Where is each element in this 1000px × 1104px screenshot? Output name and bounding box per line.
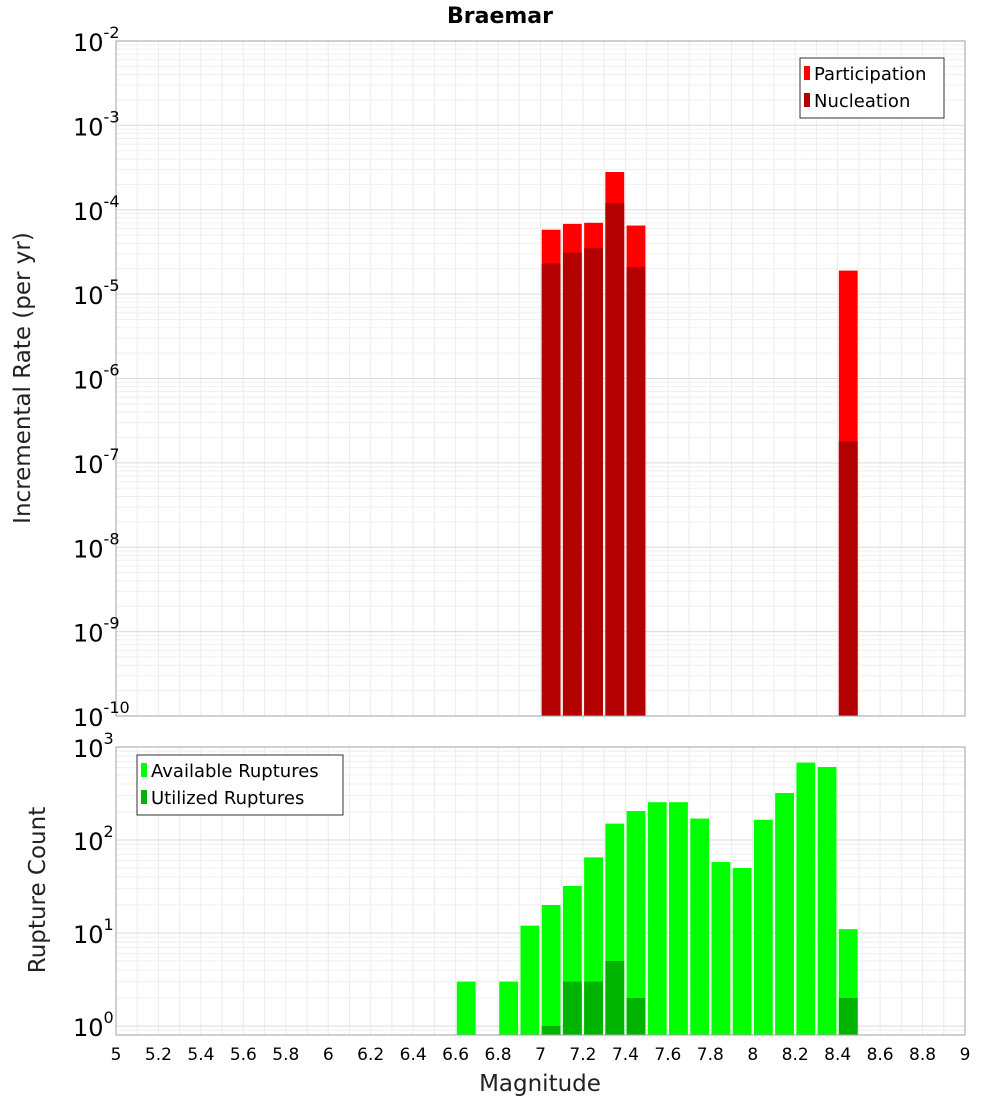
y-tick-text: 10-2 [73, 23, 120, 57]
rate-y-tick-label: 10-3 [73, 107, 120, 141]
legend-box [799, 57, 945, 119]
y-tick-text: 10-3 [73, 107, 120, 141]
chart-title: Braemar [447, 4, 553, 29]
available-ruptures-bar [775, 793, 794, 1035]
x-tick-label: 7.4 [612, 1045, 639, 1065]
x-tick-label: 5.8 [272, 1045, 299, 1065]
x-tick-label: 8.2 [782, 1045, 809, 1065]
x-tick-label: 7.6 [654, 1045, 681, 1065]
top-y-axis-label: Incremental Rate (per yr) [10, 232, 36, 524]
available-ruptures-bar [817, 766, 837, 1035]
x-tick-label: 8.4 [824, 1045, 851, 1065]
available-ruptures-bar [669, 802, 688, 1035]
legend-label: Utilized Ruptures [151, 788, 304, 809]
count-y-tick-label: 102 [73, 822, 114, 856]
utilized-ruptures-bar [584, 981, 603, 1035]
x-tick-label: 6.4 [400, 1045, 427, 1065]
x-tick-label: 7.8 [697, 1045, 724, 1065]
rate-y-tick-label: 10-9 [73, 614, 120, 648]
available-ruptures-bar [520, 925, 540, 1035]
y-tick-text: 10-5 [73, 276, 120, 310]
available-ruptures-bar [499, 981, 519, 1035]
x-tick-label: 6.2 [357, 1045, 384, 1065]
y-tick-text: 10-6 [73, 361, 120, 395]
utilized-ruptures-bar [626, 997, 646, 1035]
rate-y-tick-label: 10-7 [73, 445, 120, 479]
legend-swatch [804, 93, 810, 107]
nucleation-bar [584, 248, 603, 717]
legend-label: Available Ruptures [151, 761, 319, 782]
nucleation-bar [838, 441, 858, 716]
utilized-ruptures-bar [562, 981, 582, 1035]
nucleation-bar [605, 203, 625, 716]
y-tick-text: 10-7 [73, 445, 120, 479]
rate-y-tick-label: 10-10 [73, 698, 130, 732]
x-tick-label: 7 [535, 1045, 546, 1065]
x-tick-label: 5.4 [187, 1045, 214, 1065]
x-tick-label: 5.6 [230, 1045, 257, 1065]
legend-swatch [141, 790, 147, 804]
x-tick-label: 6 [323, 1045, 334, 1065]
rate-y-tick-label: 10-5 [73, 276, 120, 310]
available-ruptures-bar [753, 819, 773, 1035]
x-tick-label: 8 [747, 1045, 758, 1065]
rate-y-tick-label: 10-6 [73, 361, 120, 395]
available-ruptures-bar [541, 904, 561, 1035]
legend-box [136, 754, 344, 816]
x-tick-label: 9 [960, 1045, 971, 1065]
count-plot-frame [115, 746, 966, 1036]
legend-swatch [141, 763, 147, 777]
rate-plot-frame [115, 40, 966, 717]
nucleation-bar [626, 266, 646, 716]
x-tick-label: 8.6 [867, 1045, 894, 1065]
available-ruptures-bar [456, 981, 476, 1035]
y-tick-text: 10-8 [73, 529, 120, 563]
utilized-ruptures-bar [838, 997, 858, 1035]
available-ruptures-bar [626, 811, 646, 1035]
count-y-tick-label: 103 [73, 729, 114, 763]
x-tick-label: 5.2 [145, 1045, 172, 1065]
legend-label: Nucleation [814, 91, 910, 112]
rate-y-tick-label: 10-2 [73, 23, 120, 57]
legend-swatch [804, 66, 810, 80]
y-tick-text: 10-9 [73, 614, 120, 648]
available-ruptures-bar [647, 802, 667, 1035]
available-ruptures-bar [690, 818, 710, 1035]
available-ruptures-bar [796, 762, 816, 1035]
available-ruptures-bar [732, 867, 752, 1035]
rate-y-tick-label: 10-8 [73, 529, 120, 563]
utilized-ruptures-bar [605, 960, 625, 1035]
x-tick-label: 8.8 [909, 1045, 936, 1065]
y-tick-text: 10-4 [73, 192, 120, 226]
nucleation-bar [562, 252, 582, 716]
rate-y-tick-label: 10-4 [73, 192, 120, 226]
y-tick-text: 10-10 [73, 698, 130, 732]
count-y-tick-label: 100 [73, 1008, 114, 1042]
rate-legend: Participation Nucleation [799, 57, 945, 119]
y-tick-text: 101 [73, 915, 114, 949]
y-tick-text: 102 [73, 822, 114, 856]
x-tick-label: 6.8 [485, 1045, 512, 1065]
x-axis-label: Magnitude [479, 1071, 601, 1097]
y-tick-text: 100 [73, 1008, 114, 1042]
utilized-ruptures-bar [541, 1025, 561, 1035]
y-tick-text: 103 [73, 729, 114, 763]
nucleation-bar [541, 263, 561, 716]
count-legend: Available Ruptures Utilized Ruptures [136, 754, 344, 816]
x-tick-label: 6.6 [442, 1045, 469, 1065]
x-tick-label: 5 [111, 1045, 122, 1065]
bottom-y-axis-label: Rupture Count [25, 807, 51, 973]
count-y-tick-label: 101 [73, 915, 114, 949]
legend-label: Participation [814, 64, 926, 85]
x-tick-label: 7.2 [569, 1045, 596, 1065]
available-ruptures-bar [711, 861, 731, 1035]
